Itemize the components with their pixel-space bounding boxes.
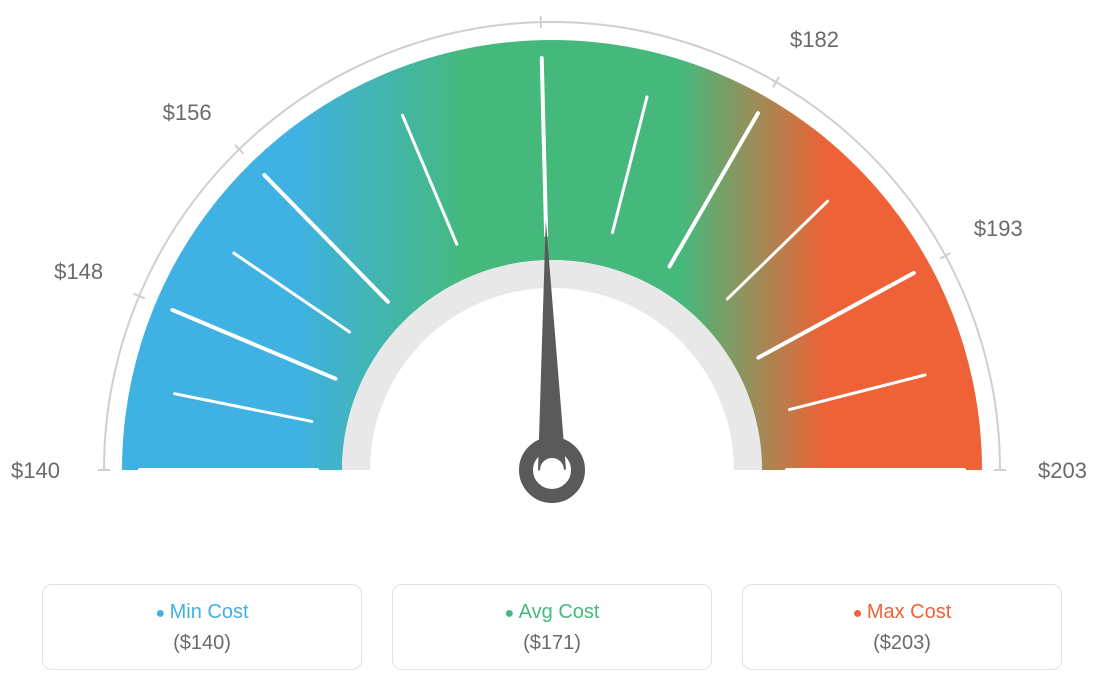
gauge-svg (0, 0, 1104, 560)
legend-value-min: ($140) (55, 632, 349, 655)
legend-value-avg: ($171) (405, 632, 699, 655)
gauge-tick-label: $140 (11, 458, 60, 484)
gauge-tick-label: $182 (790, 27, 839, 53)
legend-card-max: Max Cost ($203) (742, 584, 1062, 670)
legend-label-avg: Avg Cost (405, 601, 699, 624)
legend-row: Min Cost ($140) Avg Cost ($171) Max Cost… (0, 584, 1104, 670)
gauge-tick-label: $193 (974, 216, 1023, 242)
legend-card-avg: Avg Cost ($171) (392, 584, 712, 670)
legend-label-min: Min Cost (55, 601, 349, 624)
gauge-container: $140$148$156$171$182$193$203 (0, 0, 1104, 560)
legend-label-max: Max Cost (755, 601, 1049, 624)
gauge-tick-label: $203 (1038, 458, 1087, 484)
legend-value-max: ($203) (755, 632, 1049, 655)
gauge-tick-label: $156 (163, 100, 212, 126)
legend-card-min: Min Cost ($140) (42, 584, 362, 670)
gauge-tick-label: $148 (54, 259, 103, 285)
